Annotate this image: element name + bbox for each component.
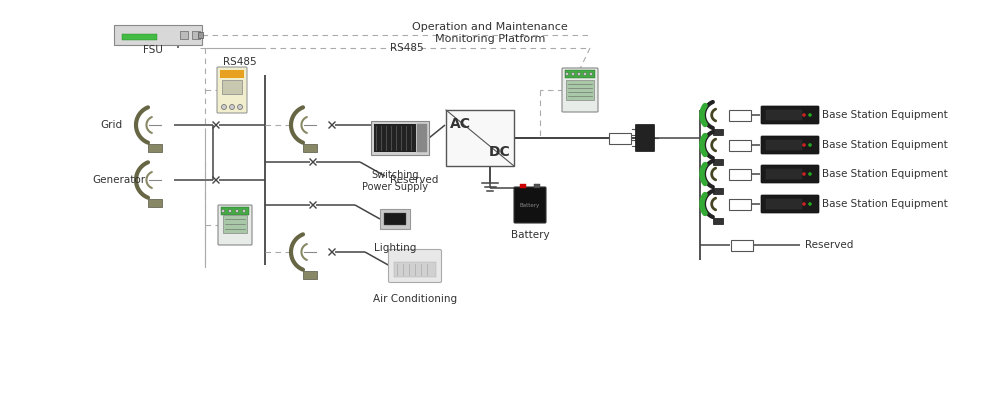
- Text: Base Station Equipment: Base Station Equipment: [822, 169, 948, 179]
- FancyBboxPatch shape: [761, 106, 819, 124]
- Text: Base Station Equipment: Base Station Equipment: [822, 110, 948, 120]
- Text: Air Conditioning: Air Conditioning: [373, 294, 457, 304]
- Circle shape: [236, 210, 239, 213]
- FancyBboxPatch shape: [761, 195, 819, 213]
- Bar: [384, 213, 406, 225]
- Bar: [198, 32, 203, 38]
- Bar: [766, 110, 802, 120]
- Bar: [220, 70, 244, 78]
- Circle shape: [584, 73, 586, 76]
- Bar: [731, 239, 753, 250]
- Circle shape: [242, 210, 246, 213]
- Text: Grid: Grid: [100, 120, 122, 130]
- Bar: [380, 209, 410, 229]
- Text: Base Station Equipment: Base Station Equipment: [822, 140, 948, 150]
- Circle shape: [802, 172, 806, 176]
- Text: Switching
Power Supply: Switching Power Supply: [362, 170, 428, 192]
- Text: FSU: FSU: [143, 45, 163, 55]
- Circle shape: [222, 105, 226, 110]
- Text: Lighting: Lighting: [374, 243, 416, 253]
- Bar: [303, 144, 317, 152]
- Text: Reserved: Reserved: [390, 175, 438, 185]
- Text: Operation and Maintenance
Monitoring Platform: Operation and Maintenance Monitoring Pla…: [412, 22, 568, 44]
- Text: Battery: Battery: [511, 230, 549, 240]
- FancyBboxPatch shape: [562, 68, 598, 112]
- Bar: [303, 271, 317, 279]
- Bar: [766, 169, 802, 179]
- Circle shape: [572, 73, 574, 76]
- Text: RS485: RS485: [390, 43, 424, 53]
- Circle shape: [808, 202, 812, 206]
- Bar: [713, 159, 723, 165]
- Text: Base Station Equipment: Base Station Equipment: [822, 199, 948, 209]
- Bar: [114, 25, 202, 45]
- Text: Battery: Battery: [520, 202, 540, 207]
- Circle shape: [808, 143, 812, 147]
- Text: DC: DC: [489, 145, 511, 159]
- Bar: [417, 124, 427, 152]
- FancyBboxPatch shape: [217, 67, 247, 113]
- Bar: [713, 129, 723, 135]
- FancyBboxPatch shape: [636, 124, 654, 152]
- Bar: [766, 199, 802, 209]
- Circle shape: [802, 143, 806, 147]
- Bar: [565, 70, 595, 78]
- Bar: [534, 184, 540, 188]
- Circle shape: [578, 73, 580, 76]
- Text: Reserved: Reserved: [805, 240, 853, 250]
- Bar: [766, 140, 802, 150]
- Bar: [520, 184, 526, 188]
- Bar: [446, 110, 514, 166]
- Circle shape: [238, 105, 242, 110]
- Bar: [729, 168, 751, 179]
- Bar: [180, 31, 188, 39]
- Bar: [221, 207, 249, 215]
- Bar: [192, 31, 200, 39]
- Bar: [566, 80, 594, 100]
- Bar: [222, 80, 242, 94]
- Text: Generator: Generator: [92, 175, 145, 185]
- Bar: [609, 132, 631, 144]
- Circle shape: [808, 172, 812, 176]
- Circle shape: [802, 202, 806, 206]
- Bar: [371, 121, 429, 155]
- Circle shape: [808, 113, 812, 117]
- Bar: [729, 110, 751, 121]
- Circle shape: [230, 105, 234, 110]
- Circle shape: [566, 73, 568, 76]
- Bar: [729, 199, 751, 210]
- Circle shape: [222, 210, 224, 213]
- FancyBboxPatch shape: [218, 205, 252, 245]
- Bar: [374, 124, 416, 152]
- FancyBboxPatch shape: [514, 187, 546, 223]
- Bar: [713, 188, 723, 194]
- FancyBboxPatch shape: [761, 136, 819, 154]
- Text: RS485: RS485: [223, 57, 257, 67]
- Bar: [122, 34, 157, 40]
- Circle shape: [590, 73, 592, 76]
- Bar: [394, 262, 436, 277]
- Bar: [729, 139, 751, 150]
- Circle shape: [228, 210, 232, 213]
- Circle shape: [802, 113, 806, 117]
- Bar: [148, 144, 162, 152]
- Text: AC: AC: [450, 117, 471, 131]
- Bar: [713, 218, 723, 224]
- FancyBboxPatch shape: [388, 249, 442, 283]
- FancyBboxPatch shape: [761, 165, 819, 183]
- Bar: [223, 215, 247, 233]
- Bar: [148, 199, 162, 207]
